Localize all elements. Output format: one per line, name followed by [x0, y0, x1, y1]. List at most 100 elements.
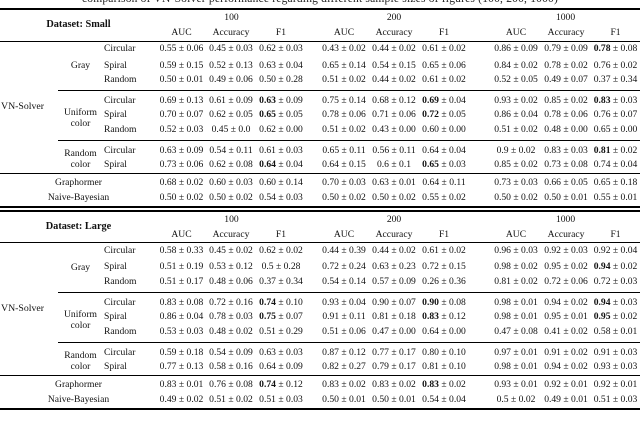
- mean-value: 0.93: [593, 360, 611, 372]
- metric-value: 0.96 ± 0.03: [494, 245, 538, 257]
- mean-value: 0.84: [494, 59, 511, 71]
- metric-value: 0.98 ± 0.01: [494, 360, 538, 372]
- mean-value: 0.98: [494, 360, 511, 372]
- mean-value: 0.64: [259, 158, 276, 170]
- metric-value: 0.5 ± 0.02: [496, 393, 536, 405]
- metric-value: 0.56 ± 0.11: [372, 144, 416, 156]
- table-row: Random color Circular 0.63 ± 0.09 0.54 ± 0.…: [0, 141, 640, 170]
- mean-value: 0.51: [593, 393, 611, 405]
- metric-header: AUC: [306, 227, 369, 244]
- mean-value: 0.87: [322, 346, 339, 358]
- metric-value: 0.98 ± 0.01: [494, 311, 538, 323]
- metric-value: 0.94 ± 0.02: [544, 360, 588, 372]
- mean-value: 0.50: [159, 191, 177, 203]
- table-row: Spiral 0.51 ± 0.19 0.53 ± 0.12 0.5 ± 0.28 0.…: [0, 260, 640, 277]
- metric-value: 0.37 ± 0.34: [591, 74, 640, 92]
- mean-value: 0.65: [322, 144, 340, 156]
- metric-header: F1: [419, 26, 470, 42]
- metric-value: 0.54 ± 0.11: [209, 144, 253, 156]
- dataset-header: Dataset: Large: [0, 210, 157, 244]
- mean-value: 0.51: [159, 276, 177, 288]
- metric-value: 0.62 ± 0.03: [259, 43, 303, 55]
- metric-value: 0.95 ± 0.02: [544, 261, 588, 273]
- pattern-color-label: Gray: [58, 41, 103, 92]
- metric-value: 0.74 ± 0.12: [256, 375, 306, 393]
- metric-value: 0.78 ± 0.06: [322, 109, 366, 121]
- mean-value: 0.81: [494, 276, 511, 288]
- metric-value: 0.37 ± 0.34: [256, 276, 306, 294]
- mean-value: 0.44: [372, 245, 389, 257]
- mean-value: 0.50: [209, 191, 226, 203]
- mean-value: 0.90: [372, 296, 389, 308]
- metric-header: AUC: [469, 26, 542, 42]
- metric-value: 0.50 ± 0.02: [494, 191, 538, 203]
- metric-value: 0.60 ± 0.14: [256, 173, 306, 191]
- metric-value: 0.68 ± 0.02: [157, 173, 206, 191]
- mean-value: 0.74: [593, 158, 611, 170]
- metric-value: 0.64 ± 0.11: [419, 173, 470, 191]
- pattern-color-label: Gray: [58, 242, 103, 294]
- metric-value: 0.26 ± 0.36: [419, 276, 470, 294]
- metric-value: 0.64 ± 0.15: [322, 158, 366, 170]
- metric-value: 0.76 ± 0.08: [206, 375, 256, 393]
- header-row: Dataset: Large 100 200 1000: [0, 210, 640, 244]
- metric-value: 0.55 ± 0.01: [593, 191, 638, 203]
- dataset-header: Dataset: Small: [0, 9, 157, 42]
- sample-size-header: 1000: [555, 213, 576, 225]
- mean-value: 0.49: [544, 393, 561, 405]
- metric-value: 0.78 ± 0.08: [593, 43, 638, 55]
- mean-value: 0.58: [209, 360, 226, 372]
- metric-value: 0.44 ± 0.02: [372, 245, 416, 257]
- mean-value: 0.78: [322, 109, 339, 121]
- metric-value: 0.63 ± 0.23: [372, 261, 416, 273]
- metric-value: 0.49 ± 0.02: [159, 393, 204, 405]
- metric-value: 0.92 ± 0.01: [541, 375, 592, 393]
- table-row: VN-Solver Gray Circular 0.58 ± 0.33 0.45 ± 0…: [0, 242, 640, 314]
- metric-value: 0.65 ± 0.05: [259, 109, 303, 121]
- mean-value: 0.49: [159, 393, 177, 405]
- layout-shape-label: Spiral: [104, 109, 127, 121]
- mean-value: 0.85: [494, 158, 511, 170]
- mean-value: 0.52: [209, 59, 226, 71]
- baseline-label: Graphormer: [0, 375, 157, 393]
- header-row: AUC Accuracy F1 AUC Accuracy F1 AUC Accuracy F1: [0, 227, 640, 244]
- mean-value: 0.41: [544, 326, 561, 338]
- sample-size-header: 200: [386, 213, 402, 225]
- mean-value: 0.69: [159, 94, 177, 106]
- metric-value: 0.65 ± 0.03: [422, 158, 466, 170]
- metric-value: 0.49 ± 0.01: [544, 393, 588, 405]
- metric-value: 0.61 ± 0.09: [209, 94, 253, 106]
- metric-value: 0.58 ± 0.01: [591, 325, 640, 343]
- metric-value: 0.55 ± 0.06: [159, 43, 204, 55]
- metric-value: 0.50 ± 0.01: [157, 74, 206, 92]
- mean-value: 0.77: [372, 346, 389, 358]
- layout-shape-label: Spiral: [104, 311, 127, 323]
- mean-value: 0.78: [593, 43, 611, 55]
- pattern-color-label: Uniform color: [58, 292, 103, 343]
- table-row: Random 0.52 ± 0.03 0.45 ± 0.0 0.62 ± 0.00 0.…: [0, 123, 640, 142]
- metric-value: 0.78 ± 0.02: [544, 59, 588, 71]
- mean-value: 0.50: [544, 191, 561, 203]
- mean-value: 0.92: [544, 379, 561, 391]
- metric-value: 0.83 ± 0.02: [306, 375, 369, 393]
- mean-value: 0.51: [494, 124, 511, 136]
- metric-value: 0.90 ± 0.07: [372, 296, 416, 308]
- results-table-small: Dataset: Small 100 200 1000 AUC Accuracy F1 AUC…: [0, 8, 640, 208]
- mean-value: 0.6: [376, 158, 389, 170]
- mean-value: 0.86: [494, 109, 511, 121]
- mean-value: 0.83: [544, 144, 561, 156]
- metric-value: 0.63 ± 0.09: [259, 94, 303, 106]
- metric-value: 0.47 ± 0.00: [369, 325, 419, 343]
- mean-value: 0.79: [372, 360, 389, 372]
- mean-value: 0.44: [322, 245, 339, 257]
- metric-value: 0.82 ± 0.27: [322, 360, 366, 372]
- metric-value: 0.75 ± 0.14: [322, 94, 366, 106]
- mean-value: 0.74: [259, 296, 276, 308]
- mean-value: 0.74: [259, 379, 276, 391]
- metric-header: F1: [419, 227, 470, 244]
- mean-value: 0.71: [372, 109, 389, 121]
- metric-value: 0.50 ± 0.01: [544, 191, 588, 203]
- pattern-color-label: Random color: [64, 148, 97, 171]
- mean-value: 0.51: [322, 124, 339, 136]
- metric-value: 0.44 ± 0.02: [372, 43, 416, 55]
